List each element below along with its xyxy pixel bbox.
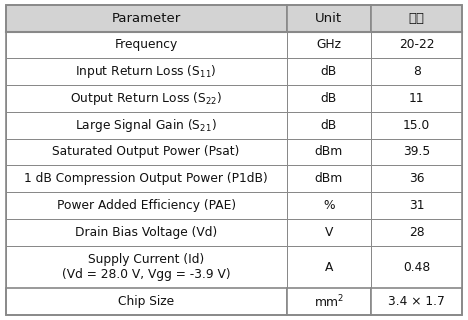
Bar (6, 219, 286, 246)
Bar (286, 219, 371, 246)
Bar (286, 5, 371, 32)
Text: dBm: dBm (314, 146, 343, 158)
Bar (371, 246, 462, 288)
Text: dBm: dBm (314, 172, 343, 185)
Text: A: A (325, 260, 333, 274)
Text: 8: 8 (413, 65, 421, 78)
Text: 성능: 성능 (409, 12, 424, 25)
Bar (6, 5, 286, 32)
Bar (286, 85, 371, 112)
Text: Output Return Loss (S$_{22}$): Output Return Loss (S$_{22}$) (70, 90, 222, 107)
Text: Frequency: Frequency (115, 38, 178, 52)
Text: 0.48: 0.48 (403, 260, 431, 274)
Bar (371, 288, 462, 315)
Text: Chip Size: Chip Size (118, 295, 174, 308)
Bar (371, 85, 462, 112)
Bar (371, 139, 462, 165)
Text: 31: 31 (409, 199, 424, 212)
Text: dB: dB (321, 92, 337, 105)
Bar (286, 288, 371, 315)
Text: 20-22: 20-22 (399, 38, 434, 52)
Bar (286, 246, 371, 288)
Text: dB: dB (321, 119, 337, 132)
Text: mm$^2$: mm$^2$ (314, 293, 344, 310)
Bar (6, 139, 286, 165)
Text: 36: 36 (409, 172, 424, 185)
Text: 1 dB Compression Output Power (P1dB): 1 dB Compression Output Power (P1dB) (24, 172, 268, 185)
Text: %: % (323, 199, 335, 212)
Bar (371, 112, 462, 139)
Text: Saturated Output Power (Psat): Saturated Output Power (Psat) (52, 146, 240, 158)
Text: GHz: GHz (316, 38, 341, 52)
Bar (286, 32, 371, 58)
Bar (286, 112, 371, 139)
Bar (371, 192, 462, 219)
Bar (371, 5, 462, 32)
Bar (286, 165, 371, 192)
Text: Supply Current (Id)
(Vd = 28.0 V, Vgg = -3.9 V): Supply Current (Id) (Vd = 28.0 V, Vgg = … (62, 253, 230, 281)
Bar (6, 165, 286, 192)
Bar (6, 246, 286, 288)
Bar (371, 219, 462, 246)
Text: V: V (325, 226, 333, 239)
Bar (6, 192, 286, 219)
Bar (286, 139, 371, 165)
Bar (6, 58, 286, 85)
Bar (6, 288, 286, 315)
Text: Drain Bias Voltage (Vd): Drain Bias Voltage (Vd) (75, 226, 217, 239)
Text: 3.4 × 1.7: 3.4 × 1.7 (388, 295, 445, 308)
Bar (371, 58, 462, 85)
Text: 39.5: 39.5 (403, 146, 431, 158)
Text: Parameter: Parameter (111, 12, 181, 25)
Bar (286, 58, 371, 85)
Bar (371, 165, 462, 192)
Bar (6, 32, 286, 58)
Bar (6, 85, 286, 112)
Text: 11: 11 (409, 92, 424, 105)
Text: Unit: Unit (315, 12, 342, 25)
Text: Input Return Loss (S$_{11}$): Input Return Loss (S$_{11}$) (75, 63, 217, 80)
Text: 28: 28 (409, 226, 424, 239)
Text: dB: dB (321, 65, 337, 78)
Text: Power Added Efficiency (PAE): Power Added Efficiency (PAE) (57, 199, 235, 212)
Bar (286, 192, 371, 219)
Bar (6, 112, 286, 139)
Text: Large Signal Gain (S$_{21}$): Large Signal Gain (S$_{21}$) (75, 117, 217, 134)
Bar (371, 32, 462, 58)
Text: 15.0: 15.0 (403, 119, 431, 132)
